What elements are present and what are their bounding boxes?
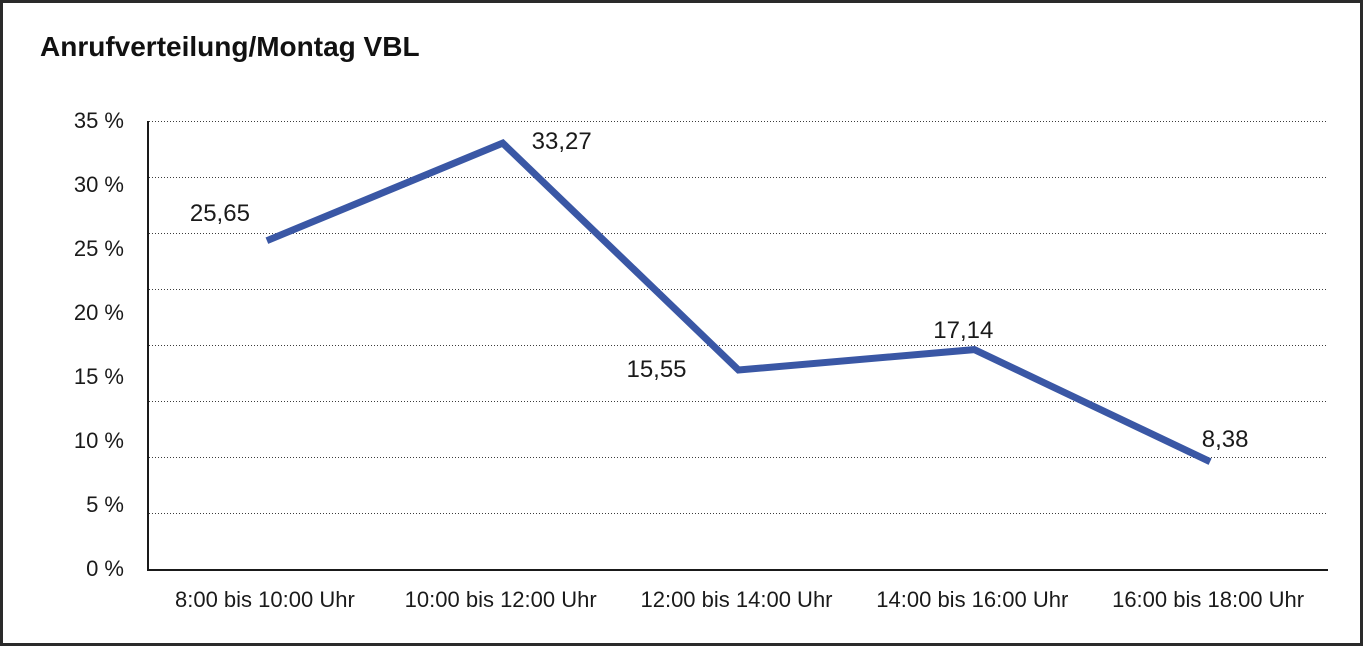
data-point-label: 17,14 (933, 316, 994, 344)
y-axis-tick-label: 35 % (73, 108, 124, 133)
gridline (149, 289, 1328, 290)
data-point-label: 25,65 (189, 199, 250, 227)
y-axis-tick-label: 25 % (73, 236, 124, 261)
gridline (149, 513, 1328, 514)
data-line-canvas (265, 138, 1212, 465)
gridline (149, 177, 1328, 178)
data-point-label: 33,27 (531, 128, 592, 156)
gridline (149, 345, 1328, 346)
data-line (265, 138, 1212, 465)
x-axis-tick-label: 10:00 bis 12:00 Uhr (404, 587, 597, 612)
gridline (149, 457, 1328, 458)
data-point-label: 15,55 (626, 356, 687, 383)
data-point-label: 8,38 (1201, 425, 1249, 453)
x-axis-tick-label: 16:00 bis 18:00 Uhr (1112, 587, 1305, 612)
x-axis-tick-label: 14:00 bis 16:00 Uhr (876, 587, 1069, 612)
plot-area (147, 121, 1328, 571)
y-axis-tick-label: 0 % (86, 556, 124, 581)
x-axis-tick-label: 8:00 bis 10:00 Uhr (175, 587, 355, 612)
y-axis-tick-label: 20 % (73, 300, 124, 325)
gridline (149, 401, 1328, 402)
chart-title: Anrufverteilung/Montag VBL (40, 31, 420, 62)
y-axis-tick-label: 15 % (73, 364, 124, 389)
x-axis-tick-label: 12:00 bis 14:00 Uhr (640, 587, 833, 612)
gridline (149, 233, 1328, 234)
y-axis-tick-label: 30 % (73, 172, 124, 197)
y-axis-tick-label: 5 % (86, 492, 124, 517)
gridline (149, 121, 1328, 122)
y-axis-tick-label: 10 % (73, 428, 124, 453)
